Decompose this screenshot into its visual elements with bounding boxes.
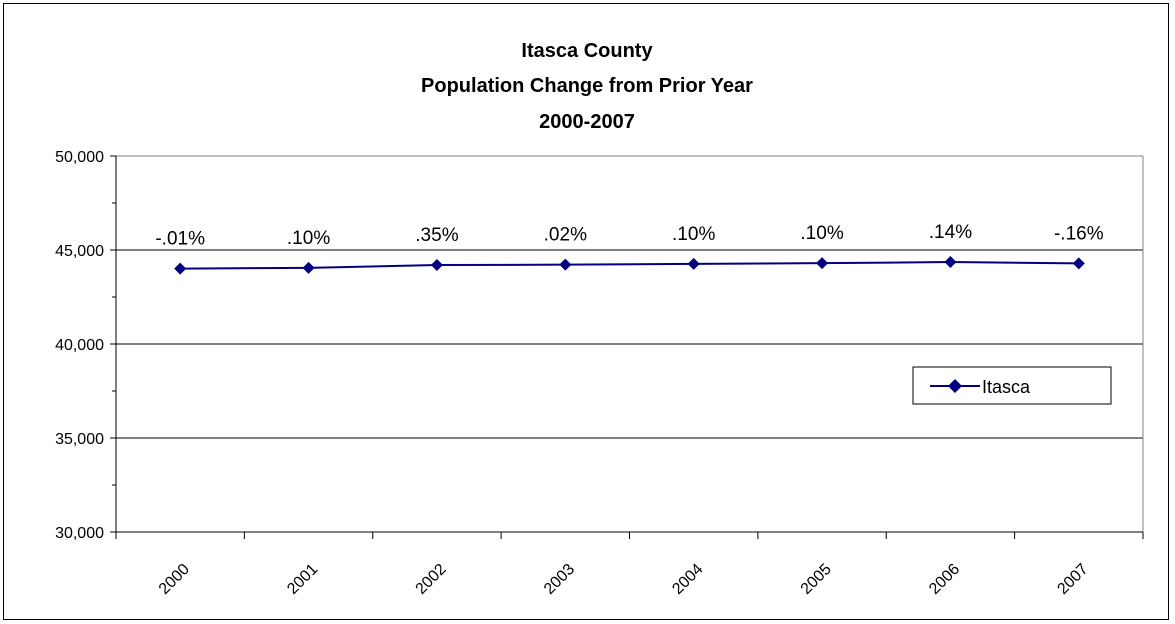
data-point-marker (944, 256, 957, 269)
data-label: .10% (287, 228, 330, 249)
chart-title-line-3: 2000-2007 (539, 111, 635, 133)
data-label: .10% (672, 224, 715, 245)
chart-title-line-1: Itasca County (521, 40, 653, 62)
legend-marker-swatch (948, 379, 962, 393)
y-tick-label: 30,000 (55, 525, 104, 542)
x-tick-label: 2000 (156, 561, 193, 598)
data-label: -.16% (1054, 223, 1104, 244)
y-tick-label: 35,000 (55, 431, 104, 448)
x-tick-label: 2002 (413, 561, 450, 598)
chart-title-line-2: Population Change from Prior Year (421, 75, 753, 97)
data-label: .35% (415, 225, 458, 246)
x-tick-label: 2005 (798, 561, 835, 598)
x-tick-label: 2006 (926, 561, 963, 598)
x-tick-label: 2003 (541, 561, 578, 598)
y-tick-label: 50,000 (55, 149, 104, 166)
data-point-marker (174, 262, 187, 275)
x-tick-label: 2001 (284, 561, 321, 598)
data-point-marker (559, 258, 572, 271)
data-point-marker (816, 257, 829, 270)
data-point-marker (1072, 257, 1085, 270)
x-tick-label: 2007 (1054, 561, 1091, 598)
y-tick-label: 45,000 (55, 243, 104, 260)
legend: Itasca (912, 366, 1112, 405)
y-tick-label: 40,000 (55, 337, 104, 354)
chart-title: Itasca County Population Change from Pri… (421, 40, 753, 133)
data-label: -.01% (155, 229, 205, 250)
data-point-marker (430, 259, 443, 272)
data-label: .14% (929, 222, 972, 243)
x-tick-label: 2004 (669, 561, 706, 598)
data-label: .10% (800, 223, 843, 244)
data-point-marker (302, 261, 315, 274)
chart-frame: Itasca County Population Change from Pri… (3, 3, 1169, 620)
data-point-marker (687, 257, 700, 270)
line-chart: Itasca County Population Change from Pri… (55, 40, 1144, 598)
legend-entry-itasca: Itasca (982, 377, 1031, 397)
data-label: .02% (544, 225, 587, 246)
series-line-itasca (180, 261, 1079, 270)
